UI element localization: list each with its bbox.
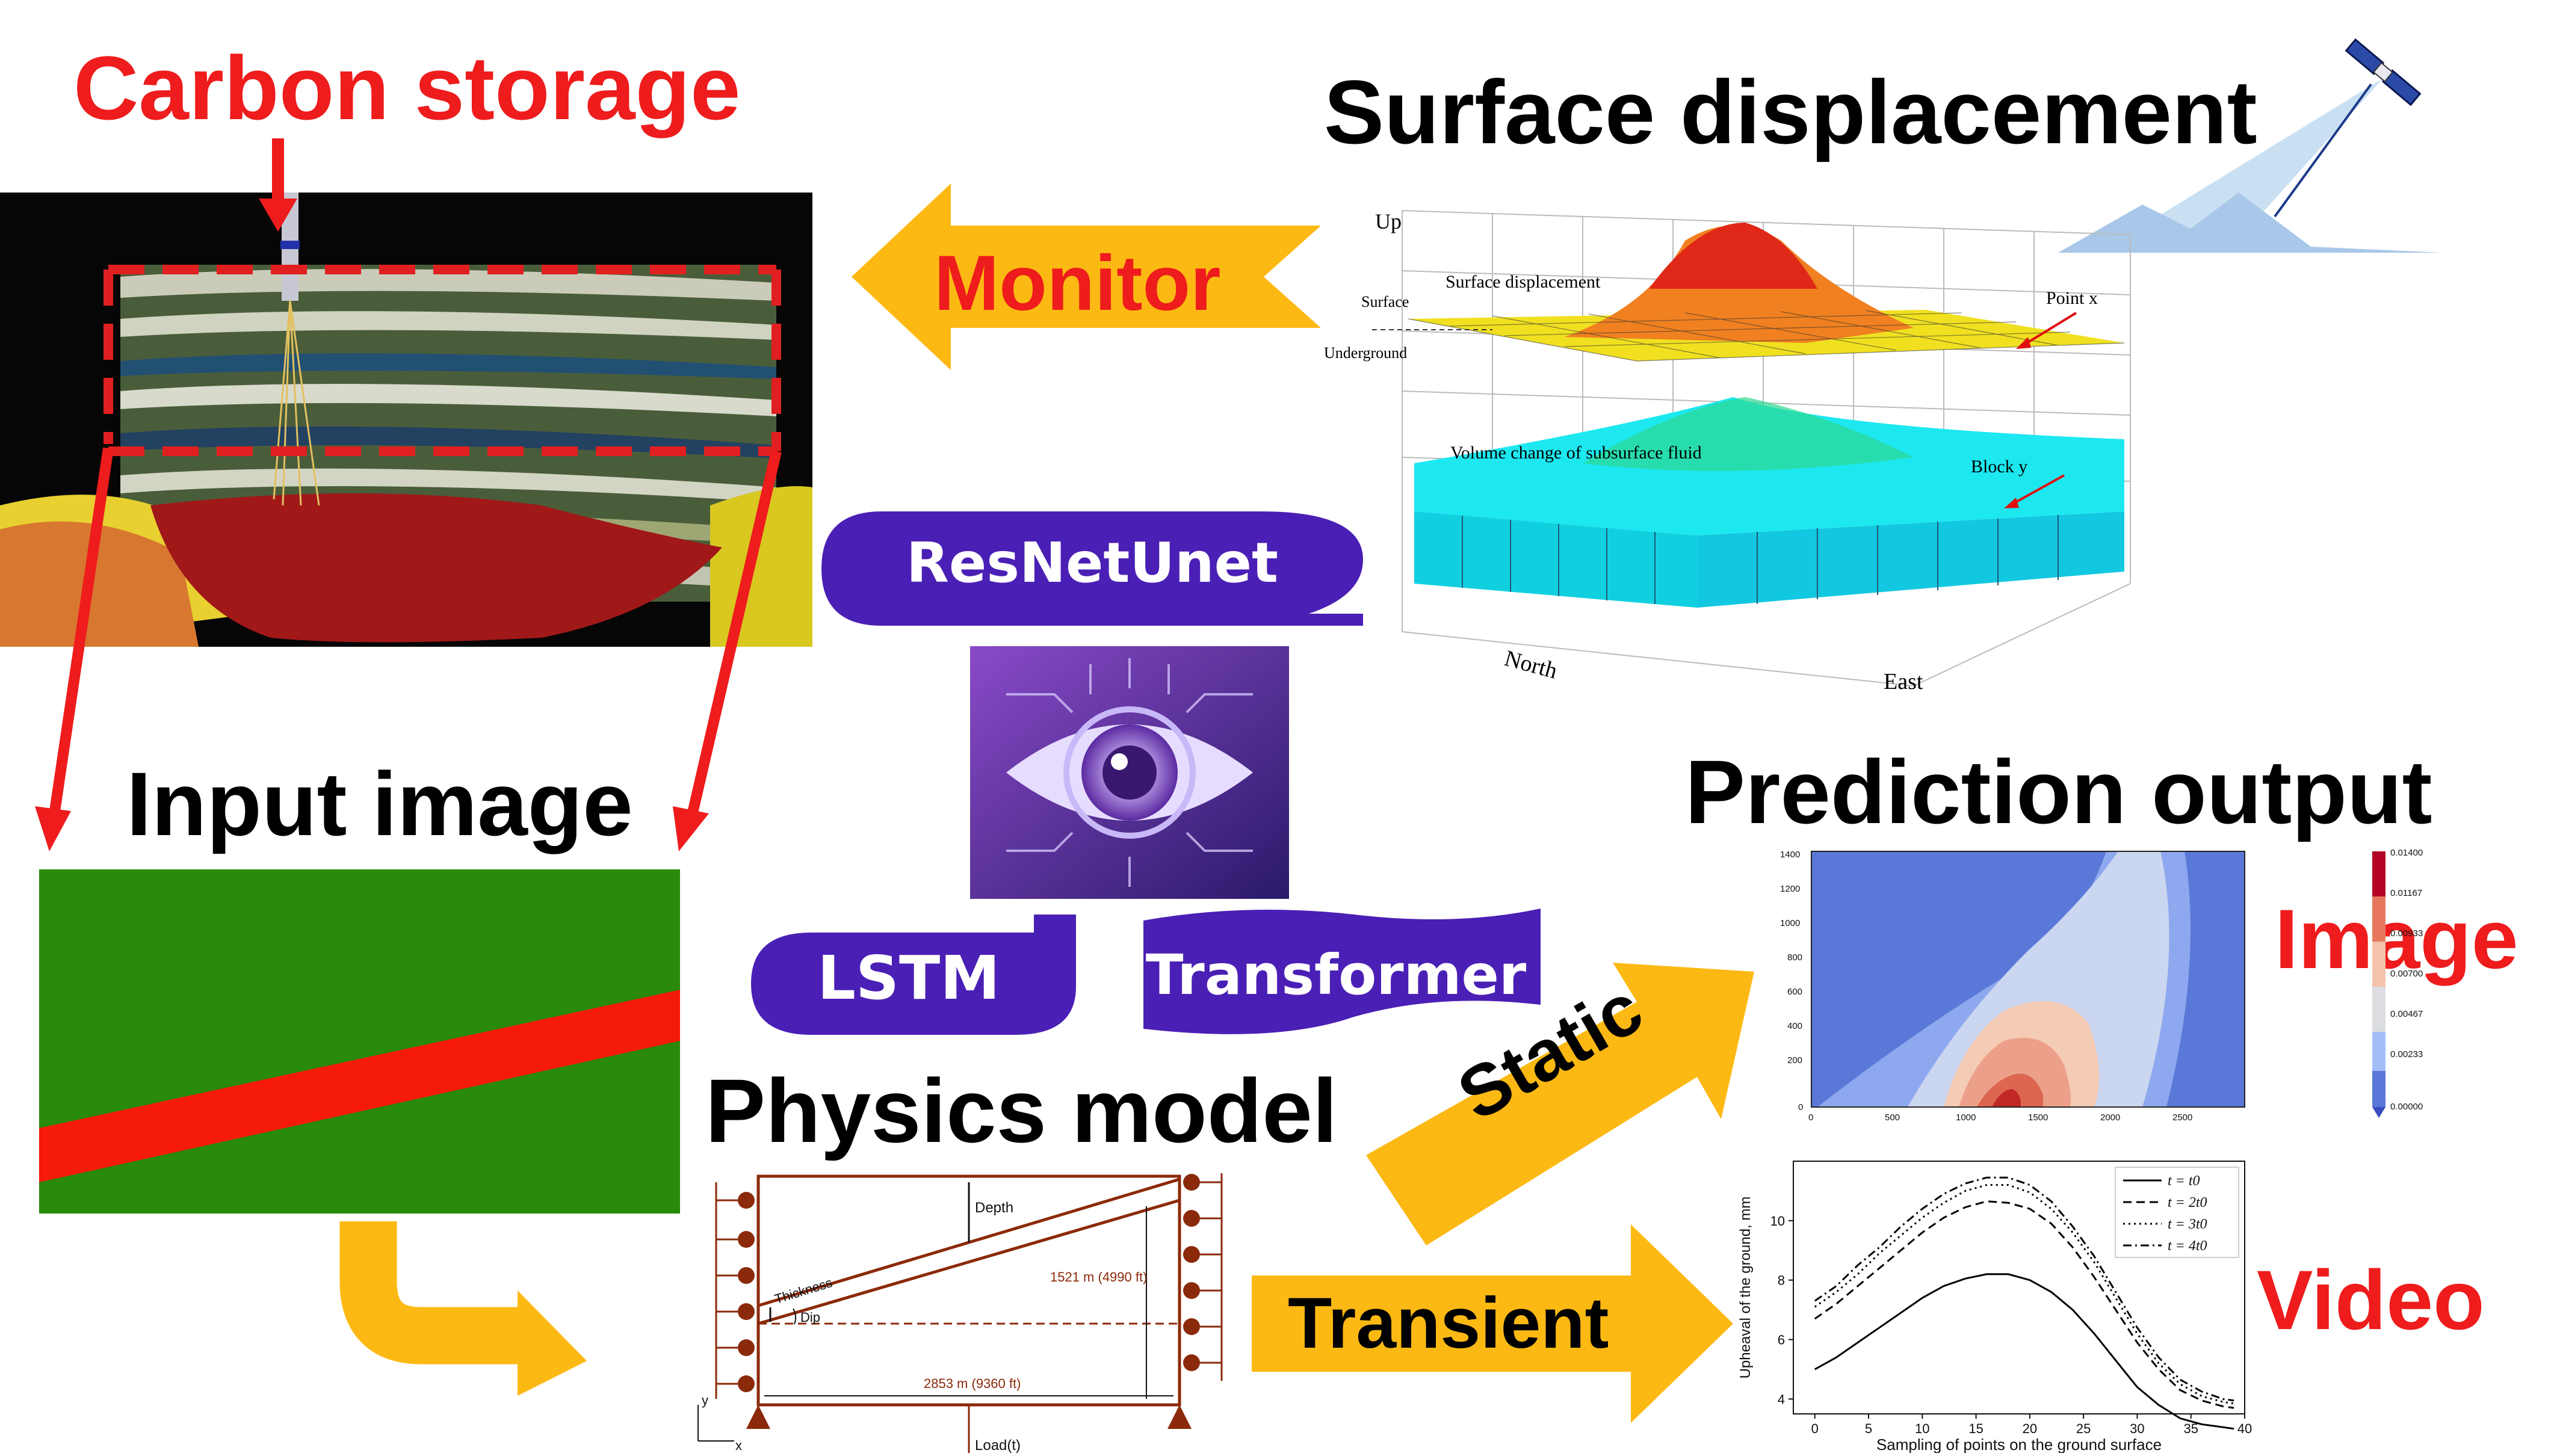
x-tick-label: 10 bbox=[1915, 1421, 1929, 1436]
chart-legend: t = t0 t = 2t0 t = 3t0 t = 4t0 bbox=[2115, 1167, 2239, 1258]
carbon-storage-heading: Carbon storage bbox=[73, 37, 741, 138]
thickness-label: Thickness bbox=[773, 1275, 834, 1307]
x-tick-label: 15 bbox=[1968, 1421, 1983, 1436]
depth-label: Depth bbox=[975, 1200, 1013, 1216]
surface-axis-label: Surface bbox=[1361, 293, 1409, 310]
bent-arrow-icon bbox=[339, 1221, 587, 1396]
heatmap-xtick: 2000 bbox=[2100, 1112, 2120, 1123]
surface-displacement-3d: Up Surface Underground Surface displacem… bbox=[1324, 209, 2131, 694]
legend-label: t = 2t0 bbox=[2168, 1195, 2207, 1211]
x-tick-label: 30 bbox=[2130, 1421, 2144, 1436]
image-output-label: Image bbox=[2275, 892, 2518, 986]
resnetunet-badge-shape bbox=[821, 511, 1363, 626]
dip-label: Dip bbox=[800, 1310, 820, 1325]
y-tick-label: 6 bbox=[1778, 1332, 1785, 1347]
heatmap-ytick: 800 bbox=[1787, 952, 1802, 963]
underground-label: Underground bbox=[1324, 344, 1407, 362]
prediction-output-heading: Prediction output bbox=[1685, 741, 2432, 842]
axis-y-label: y bbox=[702, 1393, 708, 1408]
colorbar-tick: 0.00700 bbox=[2390, 969, 2423, 979]
transformer-badge: Transformer bbox=[1145, 942, 1527, 1007]
north-label: North bbox=[1502, 646, 1560, 684]
x-tick-label: 20 bbox=[2023, 1421, 2037, 1436]
left-expand-arrow-icon bbox=[35, 447, 114, 851]
left-supports bbox=[738, 1192, 755, 1392]
satellite-icon bbox=[2058, 38, 2443, 253]
series-line-1 bbox=[1814, 1273, 2234, 1430]
heatmap-ytick: 1200 bbox=[1780, 884, 1800, 894]
down-arrow-icon bbox=[259, 138, 297, 232]
series-line-3 bbox=[1814, 1184, 2234, 1405]
physics-model-heading: Physics model bbox=[705, 1060, 1338, 1161]
heatmap-xtick: 0 bbox=[1808, 1112, 1813, 1123]
ai-eye-icon bbox=[970, 646, 1289, 899]
heatmap-ytick: 200 bbox=[1787, 1055, 1802, 1066]
series-line-4 bbox=[1814, 1176, 2234, 1402]
surface-displacement-label: Surface displacement bbox=[1446, 272, 1601, 292]
input-image-heading: Input image bbox=[126, 753, 633, 854]
y-tick-label: 8 bbox=[1778, 1273, 1785, 1288]
physics-model-diagram: Depth Thickness Dip 1521 m (4990 ft) 285… bbox=[697, 1173, 1223, 1454]
volume-change-label: Volume change of subsurface fluid bbox=[1450, 443, 1702, 463]
series-line-2 bbox=[1814, 1200, 2234, 1409]
prediction-heatmap: 1400 1200 1000 800 600 400 200 0 0 500 1… bbox=[1780, 848, 2423, 1123]
heatmap-ytick: 400 bbox=[1787, 1021, 1802, 1031]
transformer-badge-shape bbox=[1143, 908, 1541, 1034]
load-label: Load(t) bbox=[975, 1437, 1021, 1454]
colorbar-tick: 0.00933 bbox=[2390, 928, 2423, 939]
monitor-arrow-icon bbox=[852, 184, 1321, 370]
heatmap-xtick: 1000 bbox=[1956, 1112, 1976, 1123]
width-dimension-label: 2853 m (9360 ft) bbox=[924, 1376, 1021, 1391]
legend-label: t = 3t0 bbox=[2168, 1217, 2207, 1232]
heatmap-ytick: 600 bbox=[1787, 987, 1802, 997]
heatmap-ytick: 1000 bbox=[1780, 918, 1800, 928]
heatmap-xtick: 500 bbox=[1885, 1112, 1900, 1123]
lstm-badge: LSTM bbox=[817, 942, 1000, 1013]
heatmap-ytick: 0 bbox=[1798, 1102, 1803, 1112]
legend-label: t = 4t0 bbox=[2168, 1238, 2207, 1254]
input-image-panel bbox=[39, 869, 680, 1214]
seismic-image bbox=[0, 193, 812, 647]
colorbar-tick: 0.01400 bbox=[2390, 848, 2423, 858]
height-dimension-label: 1521 m (4990 ft) bbox=[1050, 1269, 1147, 1285]
block-y-label: Block y bbox=[1971, 457, 2027, 477]
x-tick-label: 40 bbox=[2237, 1421, 2252, 1436]
colorbar-tick: 0.00000 bbox=[2390, 1102, 2423, 1112]
surface-displacement-heading: Surface displacement bbox=[1324, 61, 2257, 162]
right-supports bbox=[1183, 1174, 1200, 1371]
colorbar-tick: 0.00233 bbox=[2390, 1049, 2423, 1060]
heatmap-xtick: 1500 bbox=[2028, 1112, 2048, 1123]
colorbar-tick: 0.00467 bbox=[2390, 1009, 2423, 1019]
y-tick-label: 4 bbox=[1778, 1392, 1785, 1407]
static-arrow-icon bbox=[1366, 963, 1754, 1245]
x-tick-label: 5 bbox=[1865, 1421, 1872, 1436]
right-expand-arrow-icon bbox=[673, 449, 782, 851]
point-x-label: Point x bbox=[2046, 288, 2098, 308]
resnetunet-badge: ResNetUnet bbox=[906, 530, 1278, 595]
colorbar-tick: 0.01167 bbox=[2390, 888, 2422, 898]
video-output-label: Video bbox=[2257, 1253, 2485, 1347]
x-tick-label: 25 bbox=[2076, 1421, 2091, 1436]
monitor-label: Monitor bbox=[934, 239, 1221, 327]
x-tick-label: 0 bbox=[1811, 1421, 1819, 1436]
y-tick-label: 10 bbox=[1770, 1214, 1785, 1229]
transient-label: Transient bbox=[1288, 1283, 1609, 1363]
heatmap-xtick: 2500 bbox=[2172, 1112, 2192, 1123]
x-tick-label: 35 bbox=[2183, 1421, 2198, 1436]
transient-arrow-icon bbox=[1252, 1224, 1733, 1423]
axis-x-label: x bbox=[735, 1438, 742, 1453]
chart-xlabel: Sampling of points on the ground surface bbox=[1876, 1436, 2162, 1453]
heatmap-ytick: 1400 bbox=[1780, 850, 1800, 860]
east-label: East bbox=[1884, 669, 1923, 694]
upheaval-line-chart: 0 5 10 15 20 25 30 35 40 4 6 8 10 t = t0 t = 2t0 t = 3… bbox=[1737, 1161, 2252, 1453]
legend-label: t = t0 bbox=[2168, 1173, 2200, 1189]
lstm-badge-shape bbox=[751, 915, 1076, 1035]
chart-ylabel: Upheaval of the ground, mm bbox=[1737, 1197, 1754, 1379]
up-label: Up bbox=[1375, 209, 1402, 233]
